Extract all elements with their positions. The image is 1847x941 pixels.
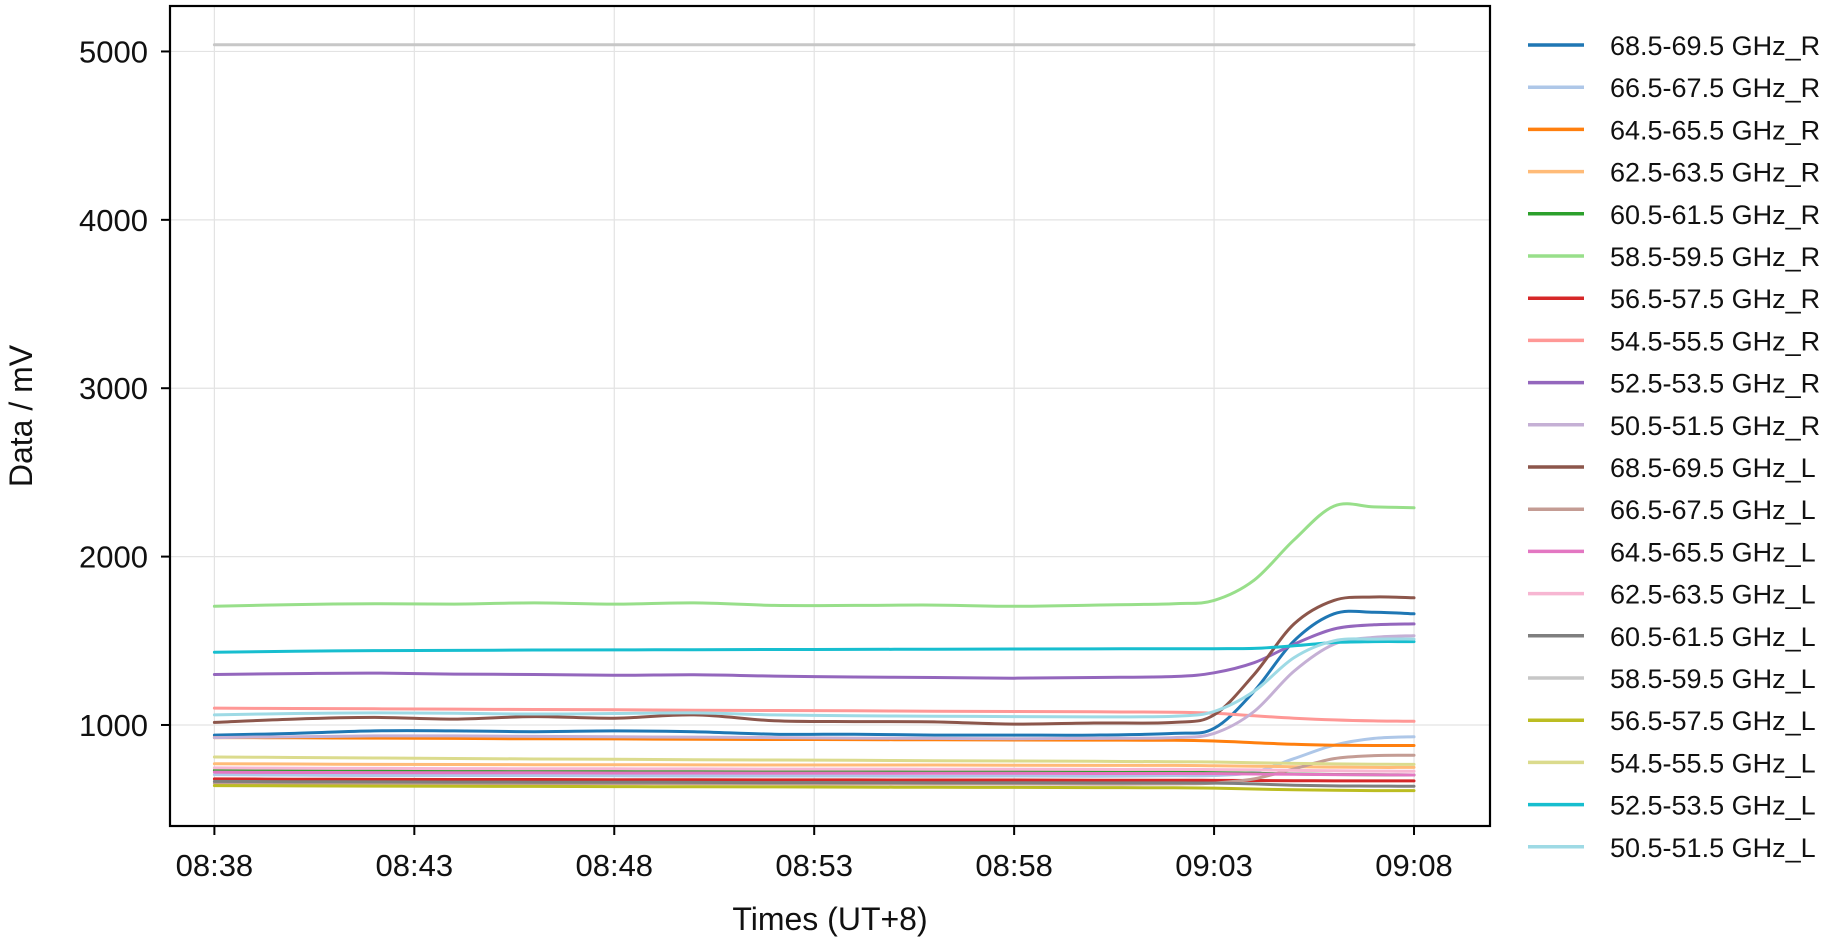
x-tick-label: 08:38 bbox=[176, 848, 254, 883]
legend-label: 58.5-59.5 GHz_L bbox=[1610, 664, 1816, 694]
legend-label: 60.5-61.5 GHz_L bbox=[1610, 622, 1816, 652]
legend-label: 66.5-67.5 GHz_R bbox=[1610, 73, 1820, 103]
legend-label: 64.5-65.5 GHz_L bbox=[1610, 537, 1816, 567]
legend-label: 66.5-67.5 GHz_L bbox=[1610, 495, 1816, 525]
series-line bbox=[212, 706, 1416, 723]
y-tick-label: 3000 bbox=[79, 371, 148, 406]
legend-label: 52.5-53.5 GHz_L bbox=[1610, 791, 1816, 821]
y-tick-label: 5000 bbox=[79, 34, 148, 69]
legend-label: 68.5-69.5 GHz_R bbox=[1610, 31, 1820, 61]
y-axis-title: Data / mV bbox=[3, 344, 39, 487]
series-line bbox=[212, 770, 1416, 777]
grid-lines bbox=[170, 6, 1490, 826]
series-line bbox=[212, 595, 1416, 726]
series-line bbox=[212, 766, 1416, 773]
legend-label: 60.5-61.5 GHz_R bbox=[1610, 200, 1820, 230]
x-tick-label: 08:43 bbox=[376, 848, 454, 883]
x-tick-label: 08:48 bbox=[575, 848, 653, 883]
legend-label: 68.5-69.5 GHz_L bbox=[1610, 453, 1816, 483]
plot-frame bbox=[168, 4, 1492, 828]
y-tick-label: 1000 bbox=[79, 708, 148, 743]
series-line bbox=[212, 637, 1416, 719]
series-line bbox=[212, 634, 1416, 741]
series-line bbox=[212, 640, 1416, 654]
legend-label: 50.5-51.5 GHz_R bbox=[1610, 411, 1820, 441]
series-lines bbox=[212, 43, 1416, 793]
series-line bbox=[212, 779, 1416, 788]
legend-label: 62.5-63.5 GHz_L bbox=[1610, 580, 1816, 610]
series-line bbox=[212, 762, 1416, 769]
legend-label: 58.5-59.5 GHz_R bbox=[1610, 242, 1820, 272]
legend-label: 56.5-57.5 GHz_L bbox=[1610, 706, 1816, 736]
legend-label: 54.5-55.5 GHz_L bbox=[1610, 748, 1816, 778]
legend: 68.5-69.5 GHz_R 66.5-67.5 GHz_R 64.5-65.5 … bbox=[1528, 31, 1820, 863]
y-tick-label: 4000 bbox=[79, 203, 148, 238]
legend-label: 52.5-53.5 GHz_R bbox=[1610, 369, 1820, 399]
legend-label: 64.5-65.5 GHz_R bbox=[1610, 115, 1820, 145]
series-line bbox=[212, 735, 1416, 778]
x-tick-label: 09:03 bbox=[1175, 848, 1253, 883]
legend-label: 50.5-51.5 GHz_L bbox=[1610, 833, 1816, 863]
series-line bbox=[212, 755, 1416, 766]
x-tick-label: 09:08 bbox=[1375, 848, 1453, 883]
axis-tick-labels: 08:38 08:43 08:48 08:53 08:58 09:03 09:08 1000 2… bbox=[79, 34, 1453, 883]
series-line bbox=[212, 502, 1416, 608]
series-line bbox=[212, 777, 1416, 783]
x-axis-title: Times (UT+8) bbox=[732, 901, 927, 937]
x-tick-label: 08:53 bbox=[775, 848, 853, 883]
legend-label: 54.5-55.5 GHz_R bbox=[1610, 326, 1820, 356]
y-tick-label: 2000 bbox=[79, 540, 148, 575]
legend-label: 62.5-63.5 GHz_R bbox=[1610, 158, 1820, 188]
legend-label: 56.5-57.5 GHz_R bbox=[1610, 284, 1820, 314]
series-line bbox=[212, 784, 1416, 793]
x-tick-label: 08:58 bbox=[975, 848, 1053, 883]
axis-ticks bbox=[161, 50, 1416, 835]
